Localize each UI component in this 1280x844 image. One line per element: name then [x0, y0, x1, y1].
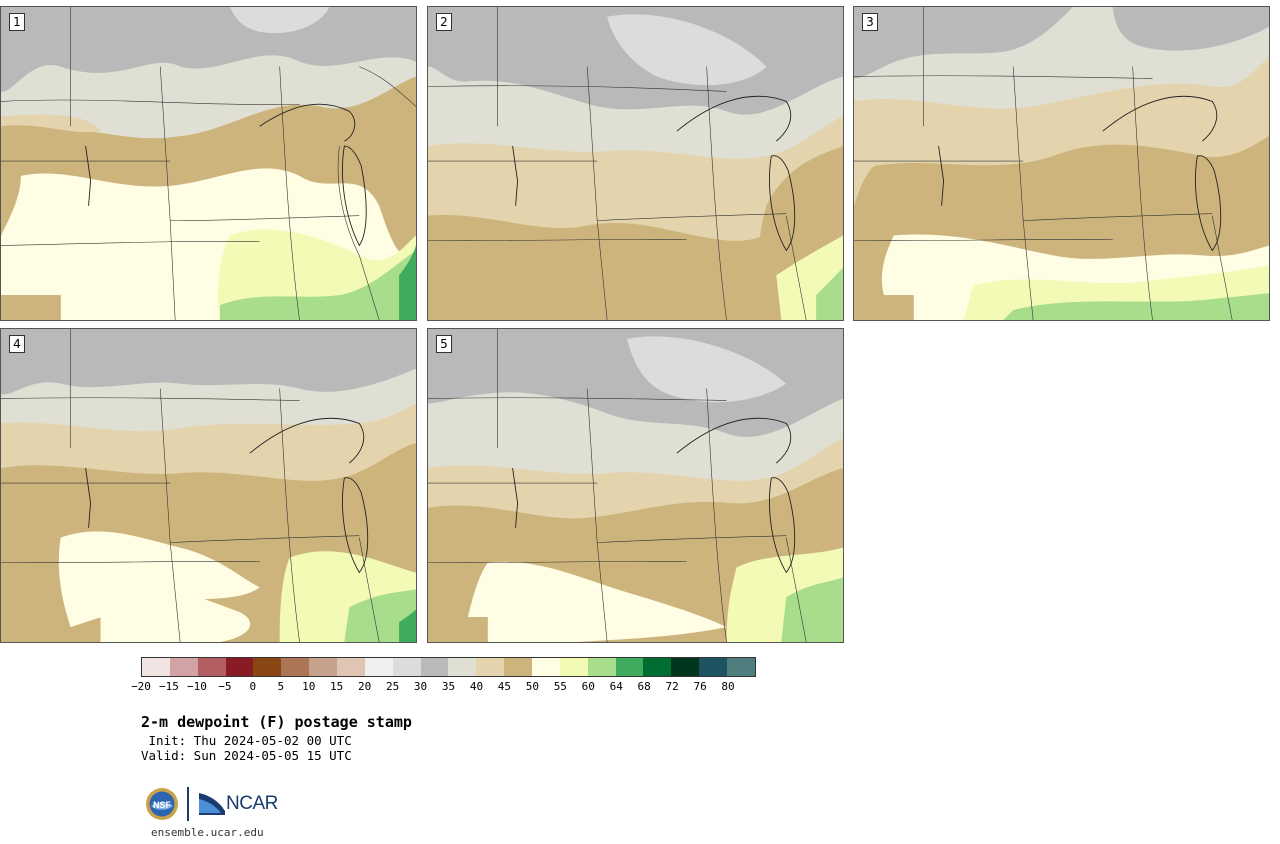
colorbar-swatch	[476, 658, 505, 676]
colorbar-swatch	[671, 658, 700, 676]
colorbar-swatch	[587, 658, 616, 676]
panel-number: 2	[436, 13, 452, 31]
colorbar-swatch	[253, 658, 282, 676]
colorbar-swatch	[727, 658, 755, 676]
colorbar-tick-label: 30	[413, 680, 428, 693]
colorbar-tick-label: 5	[277, 680, 285, 693]
colorbar-swatch	[142, 658, 170, 676]
colorbar-swatch	[197, 658, 226, 676]
colorbar-swatch	[420, 658, 449, 676]
colorbar-tick-label: 68	[637, 680, 651, 693]
colorbar-swatch	[392, 658, 421, 676]
colorbar-tick-label: 64	[609, 680, 623, 693]
colorbar-tick-label: −10	[186, 680, 207, 693]
ncar-logo-text: NCAR	[226, 793, 278, 814]
colorbar-tick-label: −15	[159, 680, 179, 693]
ensemble-member-panel-3: 3	[853, 6, 1270, 321]
panel-number: 3	[862, 13, 878, 31]
colorbar-tick-label: −20	[131, 680, 151, 693]
colorbar-tick-label: 15	[330, 680, 344, 693]
colorbar-tick-label: 35	[441, 680, 456, 693]
map-title: 2-m dewpoint (F) postage stamp	[141, 713, 412, 731]
colorbar-tick-label: −5	[218, 680, 232, 693]
panel-number: 1	[9, 13, 25, 31]
colorbar-tick-label: 20	[358, 680, 372, 693]
colorbar-swatch	[337, 658, 365, 676]
ncar-logo-icon	[199, 793, 225, 815]
colorbar-tick-label: 45	[497, 680, 512, 693]
colorbar-tick-label: 25	[385, 680, 400, 693]
colorbar-tick-labels: −20 −15 −10 −5 0 5 10 15 20 25 30 35 40 45 50 55 60 64 68 7…	[131, 680, 756, 694]
colorbar-tick-label: 55	[553, 680, 567, 693]
colorbar-swatch	[532, 658, 560, 676]
colorbar-swatch	[615, 658, 644, 676]
colorbar-tick-label: 50	[525, 680, 539, 693]
dewpoint-map-3	[854, 7, 1269, 320]
nsf-logo-text: NSF	[153, 800, 172, 810]
colorbar-swatch	[699, 658, 728, 676]
ensemble-member-panel-1: 1	[0, 6, 417, 321]
colorbar-tick-label: 60	[581, 680, 595, 693]
logo-divider	[187, 787, 189, 821]
colorbar-swatch	[169, 658, 198, 676]
ensemble-member-panel-2: 2	[427, 6, 844, 321]
init-time: Init: Thu 2024-05-02 00 UTC	[141, 733, 352, 748]
ensemble-member-panel-5: 5	[427, 328, 844, 643]
nsf-logo-icon: NSF	[146, 788, 178, 820]
site-url: ensemble.ucar.edu	[151, 826, 264, 839]
dewpoint-colorbar	[141, 657, 756, 677]
colorbar-swatch	[643, 658, 672, 676]
colorbar-tick-label: 0	[249, 680, 257, 693]
colorbar-tick-label: 10	[302, 680, 316, 693]
colorbar-swatch	[504, 658, 533, 676]
dewpoint-map-2	[428, 7, 843, 320]
colorbar-tick-label: 72	[665, 680, 679, 693]
colorbar-tick-label: 40	[469, 680, 484, 693]
logos: NSF NCAR	[145, 786, 278, 822]
colorbar-swatch	[225, 658, 254, 676]
panel-number: 4	[9, 335, 25, 353]
colorbar-tick-label: 76	[693, 680, 707, 693]
colorbar-swatch	[309, 658, 338, 676]
colorbar-swatch	[281, 658, 310, 676]
title-block: 2-m dewpoint (F) postage stamp Init: Thu…	[141, 713, 412, 763]
colorbar-swatch	[559, 658, 588, 676]
panel-number: 5	[436, 335, 452, 353]
colorbar-swatch	[364, 658, 393, 676]
valid-time: Valid: Sun 2024-05-05 15 UTC	[141, 748, 352, 763]
dewpoint-map-5	[428, 329, 843, 642]
dewpoint-map-4	[1, 329, 416, 642]
dewpoint-map-1	[1, 7, 416, 320]
ensemble-member-panel-4: 4	[0, 328, 417, 643]
colorbar-tick-label: 80	[721, 680, 735, 693]
colorbar-swatch	[448, 658, 477, 676]
